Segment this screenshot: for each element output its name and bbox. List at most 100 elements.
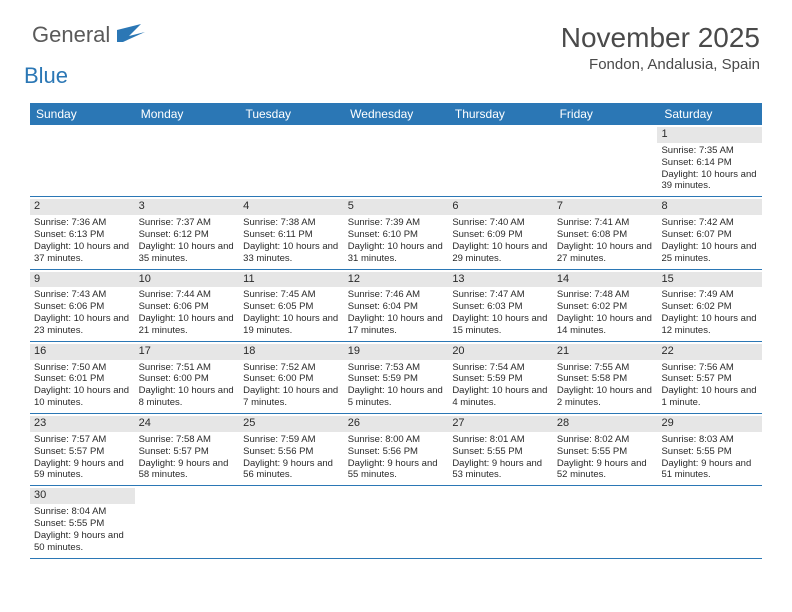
sunrise-line: Sunrise: 7:47 AM bbox=[452, 289, 549, 301]
day-number: 22 bbox=[657, 344, 762, 360]
daylight-line: Daylight: 9 hours and 51 minutes. bbox=[661, 458, 758, 482]
sunset-line: Sunset: 6:02 PM bbox=[661, 301, 758, 313]
daylight-line: Daylight: 9 hours and 52 minutes. bbox=[557, 458, 654, 482]
day-number: 19 bbox=[344, 344, 449, 360]
day-number: 27 bbox=[448, 416, 553, 432]
sunrise-line: Sunrise: 7:55 AM bbox=[557, 362, 654, 374]
day-of-week-header: Wednesday bbox=[344, 103, 449, 125]
calendar-cell: 8Sunrise: 7:42 AMSunset: 6:07 PMDaylight… bbox=[657, 197, 762, 269]
week-row: 16Sunrise: 7:50 AMSunset: 6:01 PMDayligh… bbox=[30, 342, 762, 414]
calendar-cell bbox=[553, 125, 658, 197]
daylight-line: Daylight: 10 hours and 21 minutes. bbox=[139, 313, 236, 337]
sunrise-line: Sunrise: 7:48 AM bbox=[557, 289, 654, 301]
sunset-line: Sunset: 5:57 PM bbox=[661, 373, 758, 385]
calendar: SundayMondayTuesdayWednesdayThursdayFrid… bbox=[30, 103, 762, 559]
sunset-line: Sunset: 6:01 PM bbox=[34, 373, 131, 385]
calendar-cell: 11Sunrise: 7:45 AMSunset: 6:05 PMDayligh… bbox=[239, 270, 344, 342]
calendar-cell: 19Sunrise: 7:53 AMSunset: 5:59 PMDayligh… bbox=[344, 342, 449, 414]
sunrise-line: Sunrise: 8:03 AM bbox=[661, 434, 758, 446]
day-number: 18 bbox=[239, 344, 344, 360]
sunset-line: Sunset: 6:08 PM bbox=[557, 229, 654, 241]
day-number: 8 bbox=[657, 199, 762, 215]
calendar-cell: 30 Sunrise: 8:04 AMSunset: 5:55 PMDayligh… bbox=[30, 486, 135, 558]
sunset-line: Sunset: 6:09 PM bbox=[452, 229, 549, 241]
daylight-line: Daylight: 9 hours and 56 minutes. bbox=[243, 458, 340, 482]
sunset-line: Sunset: 5:57 PM bbox=[34, 446, 131, 458]
day-number: 17 bbox=[135, 344, 240, 360]
sunset-line: Sunset: 6:02 PM bbox=[557, 301, 654, 313]
sunset-line: Sunset: 5:56 PM bbox=[348, 446, 445, 458]
calendar-cell: 16Sunrise: 7:50 AMSunset: 6:01 PMDayligh… bbox=[30, 342, 135, 414]
calendar-cell bbox=[239, 486, 344, 558]
day-number: 10 bbox=[135, 272, 240, 288]
day-number: 15 bbox=[657, 272, 762, 288]
daylight-line: Daylight: 10 hours and 10 minutes. bbox=[34, 385, 131, 409]
header: General Blue November 2025 Fondon, Andal… bbox=[0, 0, 792, 97]
day-number: 1 bbox=[657, 127, 762, 143]
daylight-line: Daylight: 10 hours and 2 minutes. bbox=[557, 385, 654, 409]
day-number: 26 bbox=[344, 416, 449, 432]
calendar-cell bbox=[657, 486, 762, 558]
location: Fondon, Andalusia, Spain bbox=[561, 56, 760, 73]
week-row: 1Sunrise: 7:35 AMSunset: 6:14 PMDaylight… bbox=[30, 125, 762, 197]
calendar-cell: 28Sunrise: 8:02 AMSunset: 5:55 PMDayligh… bbox=[553, 414, 658, 486]
month-title: November 2025 bbox=[561, 22, 760, 54]
day-number: 25 bbox=[239, 416, 344, 432]
week-row: 23Sunrise: 7:57 AMSunset: 5:57 PMDayligh… bbox=[30, 414, 762, 486]
calendar-cell: 24Sunrise: 7:58 AMSunset: 5:57 PMDayligh… bbox=[135, 414, 240, 486]
daylight-line: Daylight: 10 hours and 35 minutes. bbox=[139, 241, 236, 265]
day-number: 2 bbox=[30, 199, 135, 215]
daylight-line: Daylight: 9 hours and 50 minutes. bbox=[34, 530, 131, 554]
calendar-cell: 5Sunrise: 7:39 AMSunset: 6:10 PMDaylight… bbox=[344, 197, 449, 269]
day-number: 30 bbox=[30, 488, 135, 504]
calendar-cell: 21Sunrise: 7:55 AMSunset: 5:58 PMDayligh… bbox=[553, 342, 658, 414]
sunrise-line: Sunrise: 7:52 AM bbox=[243, 362, 340, 374]
calendar-cell: 6Sunrise: 7:40 AMSunset: 6:09 PMDaylight… bbox=[448, 197, 553, 269]
logo-flag-icon bbox=[117, 24, 145, 47]
sunrise-line: Sunrise: 7:43 AM bbox=[34, 289, 131, 301]
day-number: 4 bbox=[239, 199, 344, 215]
calendar-cell: 17Sunrise: 7:51 AMSunset: 6:00 PMDayligh… bbox=[135, 342, 240, 414]
daylight-line: Daylight: 10 hours and 1 minute. bbox=[661, 385, 758, 409]
sunrise-line: Sunrise: 8:04 AM bbox=[34, 506, 131, 518]
day-of-week-header: Saturday bbox=[658, 103, 762, 125]
calendar-cell: 13Sunrise: 7:47 AMSunset: 6:03 PMDayligh… bbox=[448, 270, 553, 342]
day-number: 13 bbox=[448, 272, 553, 288]
day-of-week-header: Sunday bbox=[30, 103, 135, 125]
day-number: 12 bbox=[344, 272, 449, 288]
day-number: 21 bbox=[553, 344, 658, 360]
sunrise-line: Sunrise: 8:02 AM bbox=[557, 434, 654, 446]
sunrise-line: Sunrise: 7:51 AM bbox=[139, 362, 236, 374]
daylight-line: Daylight: 10 hours and 31 minutes. bbox=[348, 241, 445, 265]
day-of-week-row: SundayMondayTuesdayWednesdayThursdayFrid… bbox=[30, 103, 762, 125]
calendar-cell: 7 Sunrise: 7:41 AMSunset: 6:08 PMDaylight… bbox=[553, 197, 658, 269]
week-row: 9Sunrise: 7:43 AMSunset: 6:06 PMDaylight… bbox=[30, 270, 762, 342]
sunrise-line: Sunrise: 8:00 AM bbox=[348, 434, 445, 446]
sunset-line: Sunset: 6:00 PM bbox=[139, 373, 236, 385]
sunrise-line: Sunrise: 7:45 AM bbox=[243, 289, 340, 301]
sunset-line: Sunset: 5:59 PM bbox=[452, 373, 549, 385]
day-of-week-header: Thursday bbox=[449, 103, 554, 125]
sunrise-line: Sunrise: 7:46 AM bbox=[348, 289, 445, 301]
sunset-line: Sunset: 5:55 PM bbox=[557, 446, 654, 458]
sunrise-line: Sunrise: 7:41 AM bbox=[557, 217, 654, 229]
weeks-container: 1Sunrise: 7:35 AMSunset: 6:14 PMDaylight… bbox=[30, 125, 762, 559]
daylight-line: Daylight: 10 hours and 17 minutes. bbox=[348, 313, 445, 337]
daylight-line: Daylight: 10 hours and 27 minutes. bbox=[557, 241, 654, 265]
calendar-cell bbox=[239, 125, 344, 197]
logo-text-blue: Blue bbox=[24, 63, 145, 89]
day-number: 7 bbox=[553, 199, 658, 215]
daylight-line: Daylight: 10 hours and 19 minutes. bbox=[243, 313, 340, 337]
sunrise-line: Sunrise: 7:54 AM bbox=[452, 362, 549, 374]
sunrise-line: Sunrise: 7:44 AM bbox=[139, 289, 236, 301]
title-block: November 2025 Fondon, Andalusia, Spain bbox=[561, 22, 760, 73]
calendar-cell bbox=[344, 125, 449, 197]
sunset-line: Sunset: 6:14 PM bbox=[661, 157, 758, 169]
sunset-line: Sunset: 5:55 PM bbox=[34, 518, 131, 530]
sunrise-line: Sunrise: 7:58 AM bbox=[139, 434, 236, 446]
sunset-line: Sunset: 6:07 PM bbox=[661, 229, 758, 241]
calendar-cell: 15Sunrise: 7:49 AMSunset: 6:02 PMDayligh… bbox=[657, 270, 762, 342]
day-number: 29 bbox=[657, 416, 762, 432]
day-number: 23 bbox=[30, 416, 135, 432]
calendar-cell bbox=[448, 125, 553, 197]
